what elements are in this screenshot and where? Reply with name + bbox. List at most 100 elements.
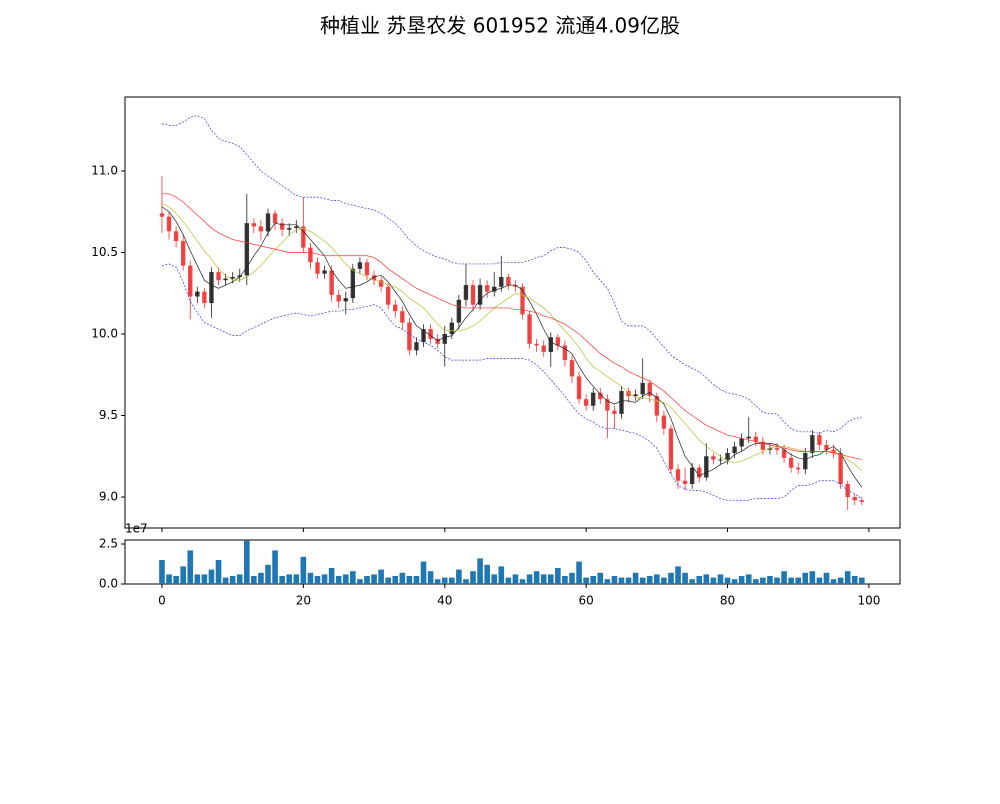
candle-body: [576, 376, 582, 400]
volume-bar: [830, 579, 837, 584]
volume-bar: [816, 577, 823, 584]
candle-body: [626, 391, 631, 396]
candle-body: [364, 262, 370, 276]
volume-bar: [399, 572, 406, 584]
candle-body: [810, 435, 815, 454]
volume-bar: [222, 577, 229, 584]
x-tick-label: 40: [437, 594, 452, 608]
volume-bar: [456, 569, 462, 584]
candle-body: [456, 299, 462, 323]
volume-bar: [576, 561, 582, 584]
volume-bar: [752, 579, 759, 584]
x-tick-label: 80: [720, 594, 735, 608]
volume-bar: [328, 568, 335, 584]
candle-body: [612, 410, 617, 414]
volume-bar: [244, 540, 250, 584]
volume-bar: [519, 579, 526, 584]
volume-bar: [463, 579, 469, 584]
candle-body: [852, 497, 857, 501]
candle-body: [640, 382, 645, 395]
candle-body: [357, 262, 363, 269]
candle-body: [166, 216, 172, 232]
candle-body: [371, 275, 377, 281]
candle-body: [258, 226, 264, 232]
volume-bar: [583, 577, 589, 584]
volume-bar: [314, 576, 321, 584]
volume-bar: [632, 572, 639, 584]
volume-bar: [745, 574, 752, 584]
candle-body: [265, 213, 271, 232]
x-tick-label: 60: [578, 594, 593, 608]
volume-bar: [321, 574, 328, 584]
volume-bar: [505, 577, 512, 584]
candle-body: [527, 314, 532, 344]
volume-bar: [844, 571, 851, 584]
x-tick-label: 100: [857, 594, 880, 608]
candle-body: [760, 441, 766, 450]
volume-bar: [547, 574, 554, 584]
volume-bar: [738, 576, 745, 584]
volume-bar: [272, 550, 278, 584]
candle-body: [605, 399, 610, 411]
candle-body: [541, 345, 546, 352]
volume-bar: [187, 550, 194, 584]
volume-bar: [208, 569, 215, 584]
volume-bar: [371, 574, 377, 584]
volume-bar: [639, 577, 646, 584]
volume-bar: [710, 577, 717, 584]
volume-bar: [159, 560, 165, 584]
candle-body: [767, 448, 773, 450]
candle-body: [661, 415, 667, 429]
candle-body: [668, 428, 674, 470]
candle-body: [449, 322, 455, 335]
volume-bar: [449, 577, 455, 584]
candle-body: [725, 453, 730, 460]
candle-body: [343, 298, 348, 302]
y-tick-label: 0.0: [99, 577, 118, 591]
volume-bar: [555, 568, 561, 584]
candle-body: [378, 280, 384, 287]
candle-body: [555, 337, 561, 346]
candle-body: [209, 272, 214, 304]
volume-bar: [668, 572, 674, 584]
candle-body: [279, 223, 285, 230]
volume-bar: [215, 560, 222, 584]
volume-bar: [689, 579, 695, 584]
candle-body: [407, 322, 412, 351]
volume-bar: [357, 579, 363, 584]
candle-body: [838, 453, 843, 484]
candle-body: [202, 291, 207, 304]
candle-body: [188, 265, 193, 297]
candle-body: [824, 444, 829, 450]
volume-bar: [441, 577, 448, 584]
y-tick-label: 10.0: [91, 327, 118, 341]
candle-body: [590, 392, 596, 406]
y-tick-label: 9.5: [99, 408, 118, 422]
volume-bar: [427, 571, 434, 584]
candle-body: [859, 500, 865, 502]
axis-offset-label: 1e7: [125, 522, 148, 536]
volume-bar: [279, 576, 285, 584]
volume-bar: [696, 576, 703, 584]
volume-bar: [654, 574, 660, 584]
candle-body: [682, 480, 688, 484]
candle-body: [294, 226, 299, 229]
candle-body: [400, 311, 405, 323]
volume-bar: [618, 577, 625, 584]
volume-bar: [166, 574, 172, 584]
volume-bar: [491, 574, 498, 584]
candle-body: [647, 382, 652, 396]
volume-bar: [307, 572, 314, 584]
volume-bar: [859, 577, 865, 584]
volume-bar: [470, 571, 476, 584]
candle-body: [675, 469, 681, 481]
candle-body: [428, 329, 433, 339]
volume-bar: [717, 574, 724, 584]
volume-bar: [512, 574, 519, 584]
volume-bar: [682, 572, 688, 584]
candle-body: [583, 399, 589, 406]
indicator-line: [161, 263, 863, 501]
candle-body: [336, 294, 341, 302]
indicator-line: [161, 115, 862, 434]
candle-body: [329, 270, 334, 295]
